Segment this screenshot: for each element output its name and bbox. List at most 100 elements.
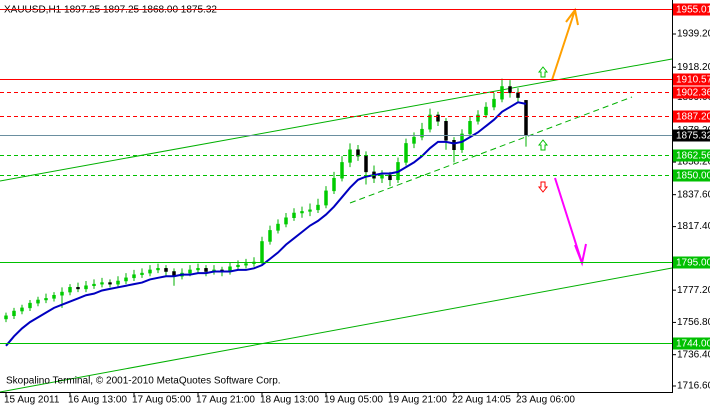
y-tick-label: 1858.20 bbox=[677, 157, 710, 168]
x-tick-label: 23 Aug 06:00 bbox=[516, 395, 575, 406]
candle-body bbox=[100, 282, 104, 285]
candle-body bbox=[348, 149, 352, 163]
level-label-box bbox=[673, 86, 710, 99]
candle-body bbox=[68, 287, 72, 293]
candle-body bbox=[420, 128, 424, 138]
level-label-box bbox=[673, 129, 710, 142]
x-tick-label: 19 Aug 21:00 bbox=[388, 395, 447, 406]
candle-body bbox=[524, 100, 528, 136]
candle-body bbox=[404, 143, 408, 163]
y-tick-label: 1837.60 bbox=[677, 189, 710, 200]
candle-body bbox=[76, 287, 80, 290]
candle-body bbox=[388, 174, 392, 181]
y-tick-label: 1777.20 bbox=[677, 285, 710, 296]
y-tick-label: 1939.20 bbox=[677, 29, 710, 40]
candle-body bbox=[156, 268, 160, 271]
candle-body bbox=[116, 280, 120, 285]
candle-body bbox=[332, 177, 336, 192]
candle-body bbox=[148, 269, 152, 274]
candle-body bbox=[364, 155, 368, 173]
level-label: 1875.32 bbox=[676, 131, 710, 142]
level-label: 1955.01 bbox=[676, 5, 710, 16]
candle-body bbox=[140, 272, 144, 275]
candle-body bbox=[244, 263, 248, 266]
candle-body bbox=[132, 274, 136, 279]
level-label: 1744.00 bbox=[676, 339, 710, 350]
x-tick-label: 22 Aug 14:05 bbox=[452, 395, 511, 406]
channel-middle bbox=[349, 96, 633, 204]
candle-body bbox=[508, 86, 512, 94]
candle-body bbox=[476, 114, 480, 122]
candle-body bbox=[516, 92, 520, 98]
channel-lower bbox=[0, 267, 673, 393]
candle-body bbox=[196, 268, 200, 271]
chart-title: XAUUSD,H1 1897.25 1897.25 1868.00 1875.3… bbox=[4, 5, 217, 16]
x-tick-label: 15 Aug 2011 bbox=[4, 395, 60, 406]
level-label: 1795.00 bbox=[676, 258, 710, 269]
y-tick-label: 1817.40 bbox=[677, 221, 710, 232]
candle-body bbox=[124, 277, 128, 282]
candle-body bbox=[28, 302, 32, 309]
candle-body bbox=[340, 162, 344, 179]
x-tick-label: 19 Aug 05:00 bbox=[324, 395, 383, 406]
y-tick-label: 1716.60 bbox=[677, 381, 710, 392]
candle-body bbox=[4, 315, 8, 320]
level-label: 1902.36 bbox=[676, 88, 710, 99]
candle-body bbox=[84, 285, 88, 290]
candle-body bbox=[452, 140, 456, 150]
level-label: 1862.56 bbox=[676, 151, 710, 162]
x-tick-label: 16 Aug 13:00 bbox=[68, 395, 127, 406]
candle-body bbox=[308, 209, 312, 212]
level-label: 1850.00 bbox=[676, 171, 710, 182]
candle-body bbox=[268, 230, 272, 242]
candle-body bbox=[444, 121, 448, 141]
level-label-box bbox=[673, 169, 710, 182]
candle-body bbox=[92, 283, 96, 286]
candle-body bbox=[204, 268, 208, 272]
candle-body bbox=[284, 217, 288, 225]
x-tick-label: 17 Aug 05:00 bbox=[132, 395, 191, 406]
y-tick-label: 1918.20 bbox=[677, 62, 710, 73]
candle-body bbox=[164, 268, 168, 272]
level-label-box bbox=[673, 3, 710, 16]
candle-body bbox=[108, 282, 112, 285]
candle-body bbox=[12, 310, 16, 317]
candle-body bbox=[300, 211, 304, 214]
candle-body bbox=[468, 121, 472, 135]
candle-body bbox=[356, 149, 360, 157]
level-label-box bbox=[673, 110, 710, 123]
x-tick-label: 18 Aug 13:00 bbox=[260, 395, 319, 406]
candle-body bbox=[412, 136, 416, 144]
level-label-box bbox=[673, 149, 710, 162]
candle-body bbox=[436, 114, 440, 122]
level-label: 1910.57 bbox=[676, 75, 710, 86]
candle-body bbox=[44, 298, 48, 301]
candle-body bbox=[36, 299, 40, 304]
up-arrow bbox=[537, 139, 549, 151]
x-tick-label: 17 Aug 21:00 bbox=[196, 395, 255, 406]
candle-body bbox=[236, 264, 240, 268]
down-arrow bbox=[537, 181, 549, 193]
candle-body bbox=[484, 106, 488, 116]
up-arrow bbox=[537, 66, 549, 78]
candle-body bbox=[20, 307, 24, 312]
candle-body bbox=[52, 294, 56, 299]
candle-body bbox=[260, 241, 264, 263]
candle-body bbox=[292, 212, 296, 218]
level-label-box bbox=[673, 337, 710, 350]
candle-body bbox=[428, 114, 432, 130]
candle-body bbox=[60, 291, 64, 296]
y-tick-label: 1756.80 bbox=[677, 317, 710, 328]
level-label-box bbox=[673, 73, 710, 86]
level-label: 1887.20 bbox=[676, 112, 710, 123]
footer: Skopalino Terminal, © 2001-2010 MetaQuot… bbox=[6, 376, 281, 387]
y-tick-label: 1736.40 bbox=[677, 349, 710, 360]
candle-body bbox=[188, 269, 192, 274]
candle-body bbox=[324, 190, 328, 206]
candle-body bbox=[316, 204, 320, 211]
candle-body bbox=[276, 223, 280, 231]
candle-body bbox=[492, 98, 496, 108]
